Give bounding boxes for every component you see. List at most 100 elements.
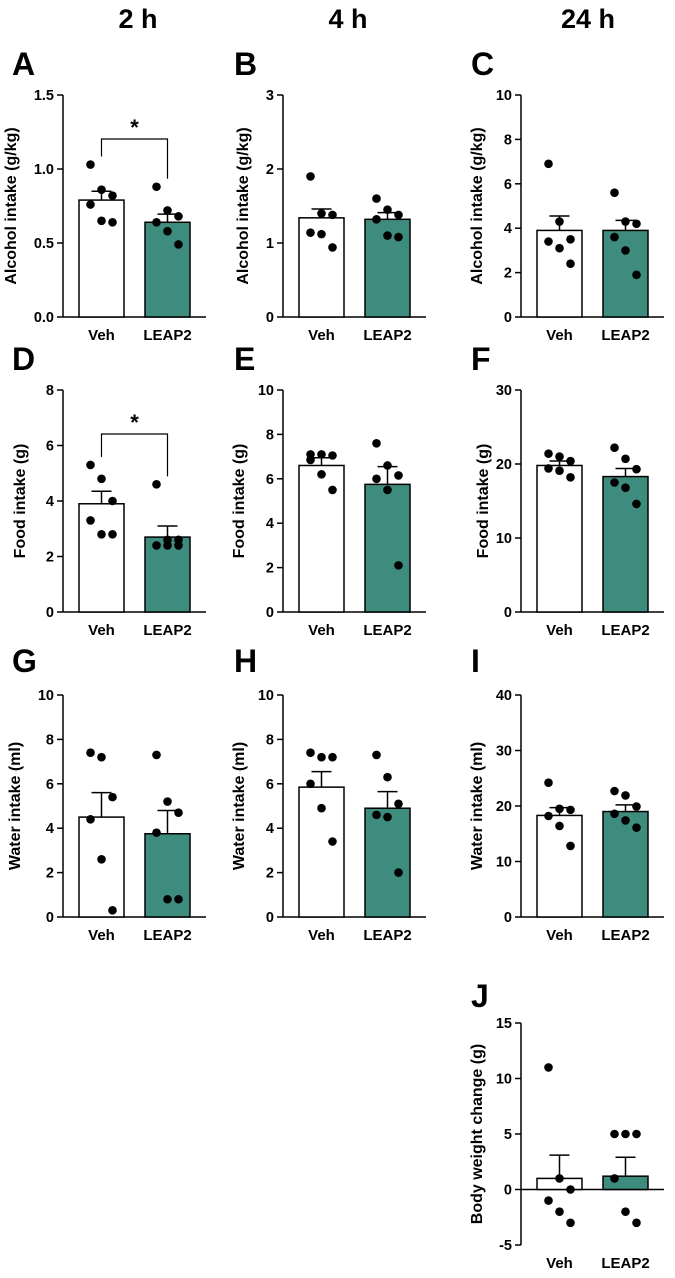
data-point [621,454,630,464]
data-point [621,483,630,492]
y-tick-label: 20 [496,457,512,473]
data-point [632,802,641,811]
data-point [97,474,106,484]
y-tick-label: -5 [499,1238,512,1254]
category-label: Veh [546,927,573,944]
data-point [108,530,117,539]
y-tick-label: 1.0 [34,162,54,178]
bar-leap2 [602,229,649,318]
data-point [632,499,641,509]
data-point [108,191,117,200]
data-point [383,205,392,214]
y-tick-label: 6 [266,472,274,488]
data-point [555,821,564,831]
y-axis-label: Alcohol intake (g/kg) [469,127,486,284]
data-point [306,172,315,181]
column-header-24h: 24 h [561,4,615,34]
data-point [621,246,630,255]
data-point [383,461,392,470]
panel-j: J -5 0 5 10 15 Body weight change (g) Veh LEAP2 [469,978,664,1272]
bar-veh [78,503,125,613]
data-point [610,1174,619,1183]
y-tick-label: 10 [258,383,274,399]
data-point [152,217,161,227]
data-point [394,561,403,570]
data-point [566,259,575,269]
data-point [394,471,403,480]
data-point [383,485,392,495]
data-point [174,240,183,249]
data-point [566,473,575,482]
data-point [544,1196,553,1205]
data-point [97,854,106,864]
data-point [152,541,161,550]
data-point [383,812,392,822]
y-tick-label: 0 [266,310,274,326]
y-tick-label: 2 [46,550,54,566]
category-label: Veh [546,327,573,344]
y-tick-label: 1.5 [34,88,54,104]
data-point [383,772,392,782]
data-point [86,815,95,824]
y-tick-label: 6 [266,777,274,793]
data-point [306,748,315,758]
y-tick-label: 30 [496,383,512,399]
data-point [174,808,183,817]
panel-e: E 0 2 4 6 8 10 Food intake (g) Veh LEAP2 [231,341,426,639]
data-point [86,160,95,169]
category-label: LEAP2 [363,327,411,344]
data-point [317,803,326,813]
data-point [108,217,117,227]
y-tick-label: 40 [496,688,512,704]
bar-veh [536,464,583,613]
data-point [632,219,641,229]
data-point [306,779,315,789]
data-point [306,455,315,465]
data-point [108,496,117,506]
data-point [97,530,106,539]
data-point [610,232,619,242]
data-point [621,1129,630,1139]
data-point [555,1207,564,1216]
data-point [544,811,553,821]
y-tick-label: 2 [46,866,54,882]
data-point [394,799,403,809]
bar-leap2 [364,483,411,613]
data-point [621,791,630,800]
data-point [108,906,117,915]
data-point [86,200,95,209]
panel-f: F 0 10 20 30 Food intake (g) Veh LEAP2 [471,341,664,639]
y-axis-label: Water intake (ml) [469,742,486,870]
data-point [86,748,95,758]
significance-bracket [100,138,169,179]
data-point [555,243,564,253]
y-axis-label: Food intake (g) [12,444,29,559]
bar-leap2 [364,807,411,918]
column-header-4h: 4 h [328,4,367,34]
data-point [555,466,564,475]
data-point [555,804,564,814]
data-point [544,159,553,169]
data-point [621,217,630,226]
data-point [621,1207,630,1216]
bar-veh [298,464,345,613]
data-point [372,750,381,760]
y-tick-label: 6 [46,439,54,455]
data-point [328,752,337,762]
category-label: Veh [308,927,335,944]
data-point [328,210,337,220]
data-point [544,237,553,246]
data-point [555,217,564,226]
y-tick-label: 4 [504,221,512,237]
data-point [610,443,619,453]
y-tick-label: 0 [504,310,512,326]
data-point [317,752,326,762]
category-label: Veh [88,327,115,344]
y-axis-label: Alcohol intake (g/kg) [235,127,252,284]
category-label: LEAP2 [601,327,649,344]
panel-i: I 0 10 20 30 40 Water intake (ml) Veh LEAP2 [469,643,664,944]
y-axis-label: Food intake (g) [231,444,248,559]
bar-veh [536,229,583,318]
panel-c: C 0 2 4 6 8 10 Alcohol intake (g/kg) Veh LEAP2 [469,46,664,344]
